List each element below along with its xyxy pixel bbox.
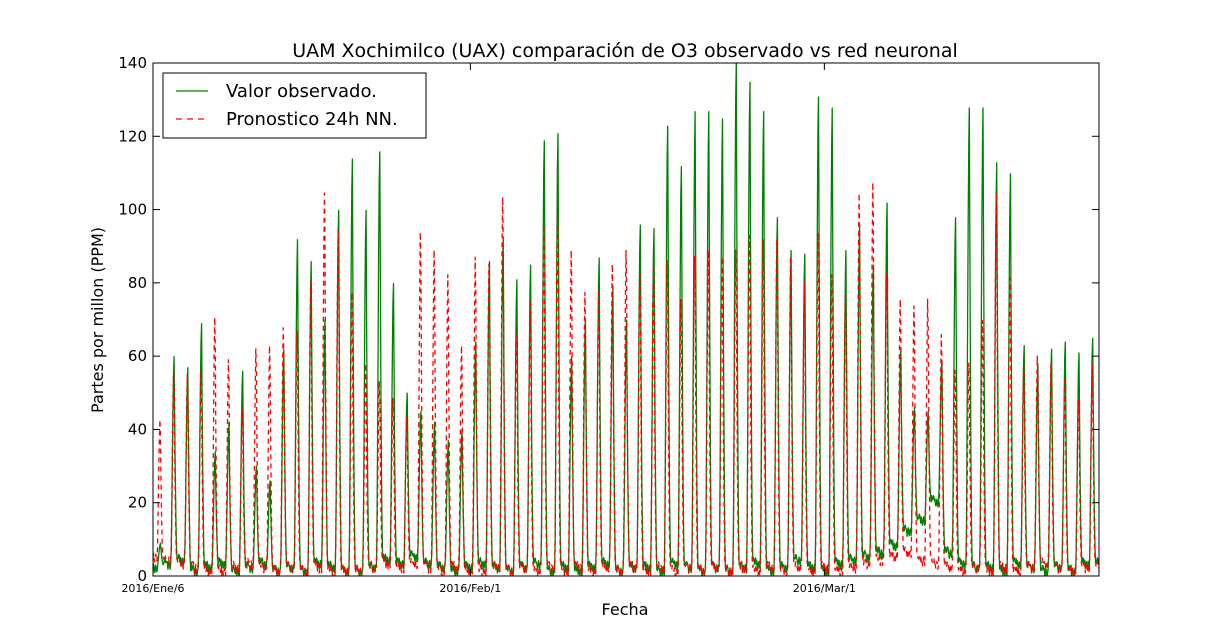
y-tick-label: 140 xyxy=(118,54,147,72)
y-tick-label: 80 xyxy=(128,274,147,292)
legend-label-forecast: Pronostico 24h NN. xyxy=(226,109,398,130)
legend-label-observed: Valor observado. xyxy=(226,81,377,102)
x-tick-label: 2016/Feb/1 xyxy=(439,582,501,595)
y-axis-label: Partes por millon (PPM) xyxy=(88,227,107,413)
y-tick-label: 0 xyxy=(137,567,147,585)
y-tick-label: 60 xyxy=(128,347,147,365)
x-tick-label: 2016/Mar/1 xyxy=(793,582,856,595)
y-tick-label: 40 xyxy=(128,420,147,438)
x-tick-label: 2016/Ene/6 xyxy=(121,582,184,595)
y-tick-label: 120 xyxy=(118,127,147,145)
x-axis-label: Fecha xyxy=(602,600,649,619)
y-tick-label: 100 xyxy=(118,201,147,219)
y-tick-label: 20 xyxy=(128,494,147,512)
legend: Valor observado. Pronostico 24h NN. xyxy=(162,72,427,139)
legend-box xyxy=(162,72,427,139)
series-forecast-line xyxy=(153,181,1099,576)
plot-frame xyxy=(152,62,1100,577)
chart-title: UAM Xochimilco (UAX) comparación de O3 o… xyxy=(292,40,958,62)
